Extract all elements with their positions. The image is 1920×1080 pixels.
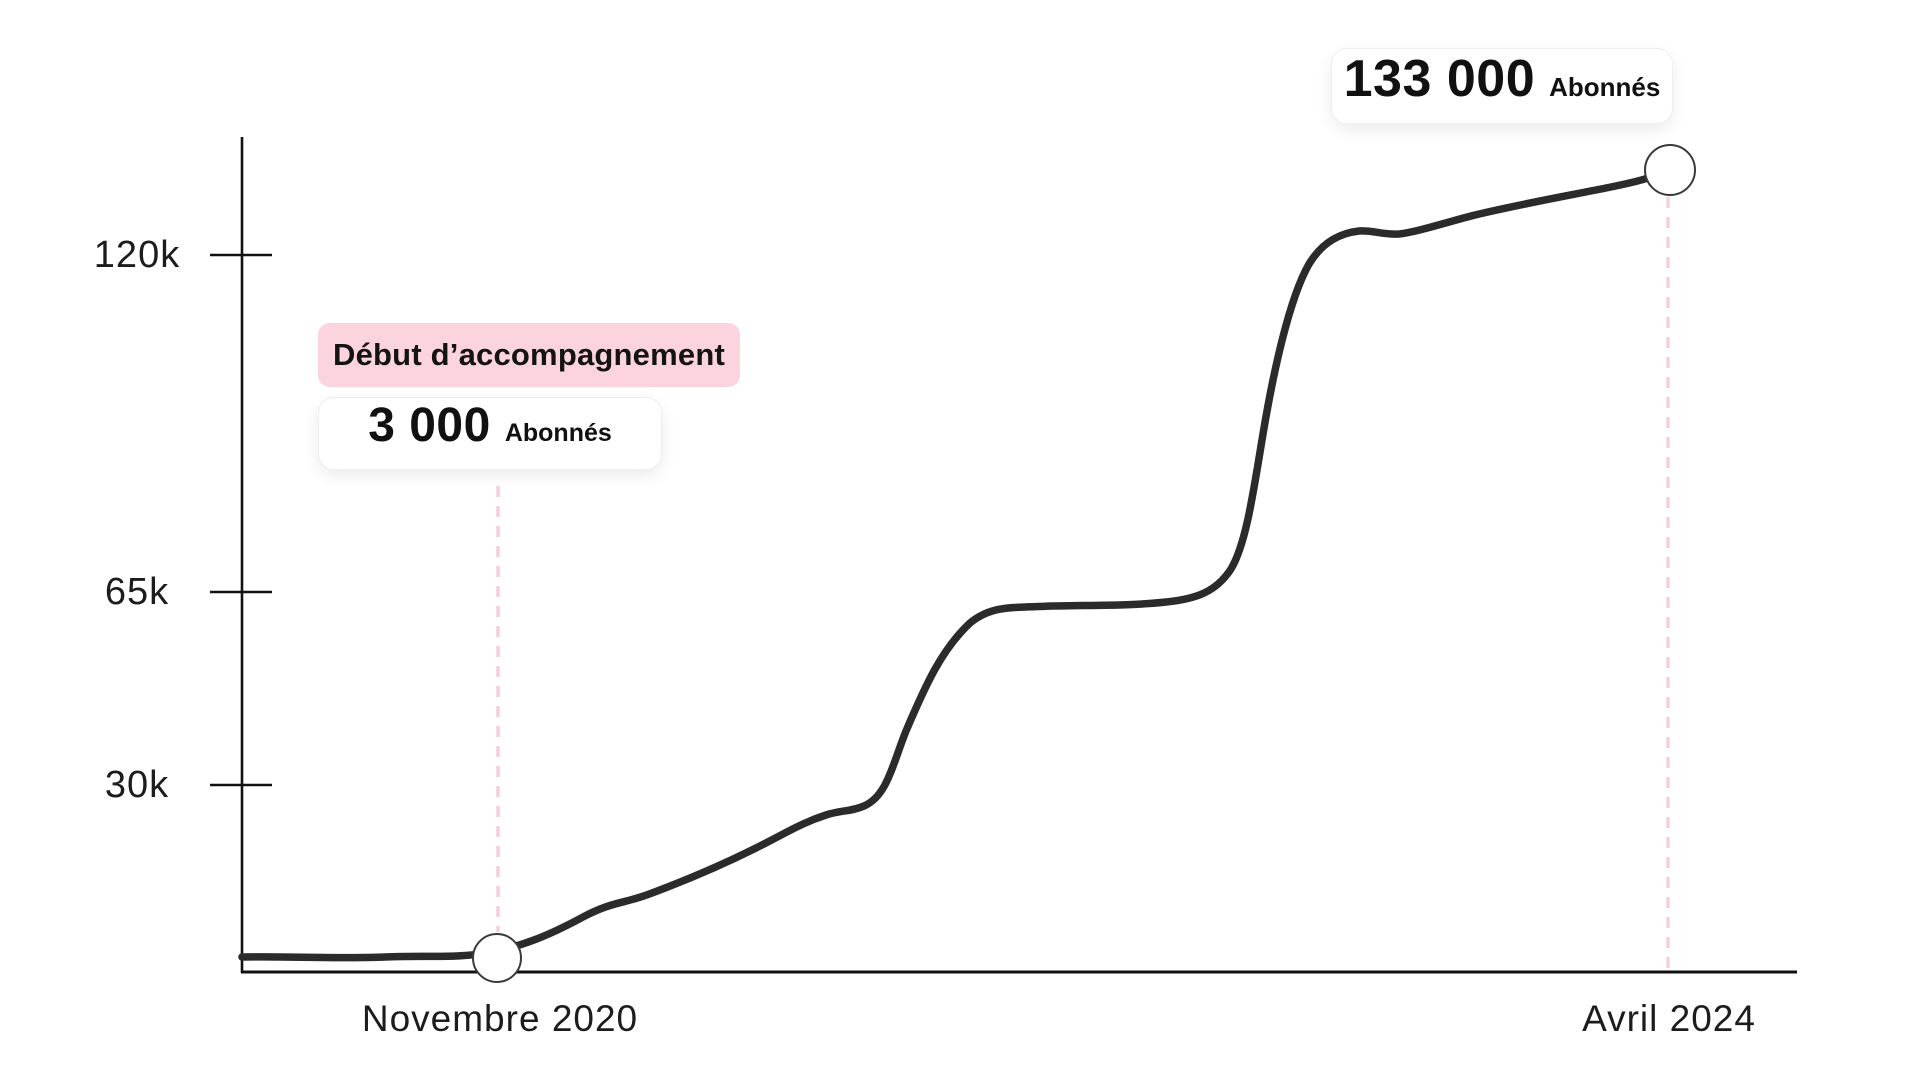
- x-axis-label-start: Novembre 2020: [361, 998, 639, 1039]
- start-point-marker: [472, 933, 522, 983]
- end-point-marker: [1644, 144, 1696, 196]
- end-subscriber-count: 133 000: [1343, 50, 1536, 108]
- start-subscriber-count: 3 000: [368, 399, 491, 452]
- y-axis-label-65k: 65k: [104, 571, 170, 613]
- x-axis-label-end: Avril 2024: [1582, 998, 1756, 1039]
- y-axis-label-120k: 120k: [93, 234, 181, 276]
- growth-curve-line: [238, 174, 1652, 962]
- coaching-start-tag-text: Début d’accompagnement: [333, 337, 725, 372]
- y-axis-label-30k: 30k: [104, 764, 170, 806]
- start-value-card: 3 000 Abonnés: [318, 397, 662, 470]
- end-value-card: 133 000 Abonnés: [1331, 48, 1673, 124]
- end-subscriber-unit: Abonnés: [1549, 72, 1661, 102]
- start-subscriber-unit: Abonnés: [504, 419, 612, 447]
- coaching-start-tag: Début d’accompagnement: [318, 323, 740, 387]
